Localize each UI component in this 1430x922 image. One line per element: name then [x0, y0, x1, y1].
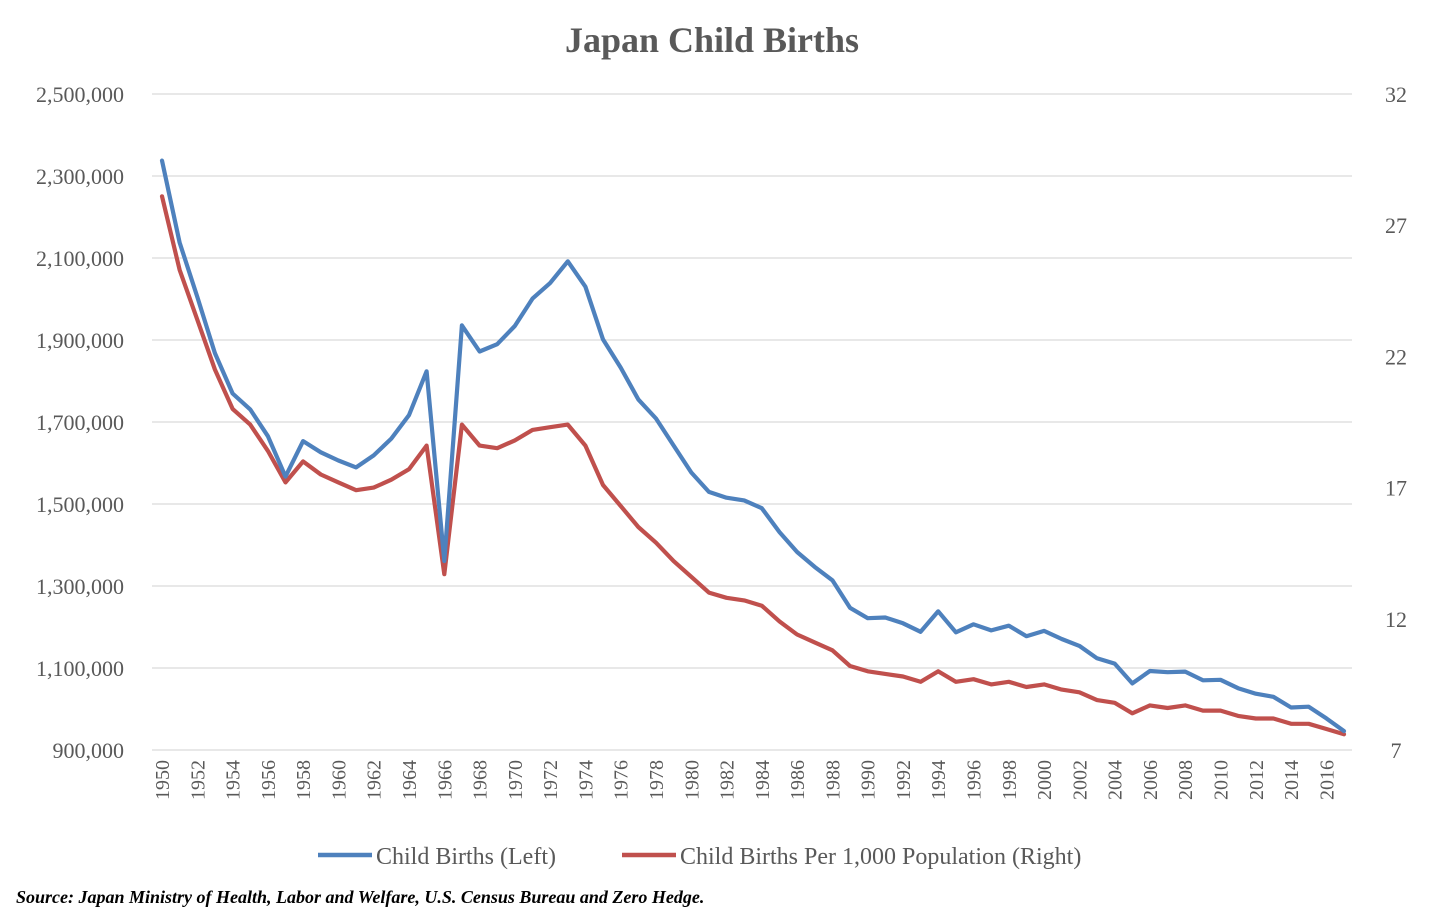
legend: Child Births (Left) Child Births Per 1,0… — [318, 844, 1081, 870]
x-axis-tick-label: 1988 — [822, 760, 844, 800]
left-axis-tick-label: 2,300,000 — [36, 164, 124, 189]
x-axis-tick-label: 1958 — [293, 760, 315, 800]
left-axis-tick-label: 1,500,000 — [36, 492, 124, 517]
x-axis-tick-label: 2010 — [1211, 760, 1233, 800]
gridlines — [152, 93, 1352, 751]
x-axis-tick-label: 1962 — [364, 760, 386, 800]
x-axis-tick-label: 2004 — [1105, 760, 1127, 800]
x-axis-tick-label: 1956 — [258, 760, 280, 800]
x-axis-tick-label: 1974 — [575, 760, 597, 800]
x-axis-tick-label: 1978 — [646, 760, 668, 800]
left-axis-tick-label: 1,700,000 — [36, 410, 124, 435]
right-axis-tick-label: 32 — [1385, 82, 1407, 107]
x-axis-tick-label: 1950 — [152, 760, 174, 800]
left-axis-ticks: 900,000 1,100,000 1,300,000 1,500,000 1,700,… — [36, 82, 124, 763]
legend-label-births-per-1000: Child Births Per 1,000 Population (Right… — [680, 844, 1081, 870]
x-axis-tick-label: 2000 — [1034, 760, 1056, 800]
x-axis-tick-label: 1990 — [858, 760, 880, 800]
legend-label-child-births: Child Births (Left) — [376, 844, 556, 870]
x-axis-tick-label: 1982 — [717, 760, 739, 800]
x-axis-tick-label: 1994 — [928, 760, 950, 800]
x-axis-tick-label: 2014 — [1281, 760, 1303, 800]
series-line-births-per-1000 — [159, 194, 1347, 737]
x-axis-tick-label: 1998 — [999, 760, 1021, 800]
x-axis-tick-label: 1964 — [399, 760, 421, 800]
left-axis-tick-label: 2,500,000 — [36, 82, 124, 107]
right-axis-tick-label: 12 — [1385, 607, 1407, 632]
x-axis-tick-label: 1968 — [470, 760, 492, 800]
x-axis-tick-label: 1986 — [787, 760, 809, 800]
left-axis-tick-label: 2,100,000 — [36, 246, 124, 271]
x-axis-tick-label: 2006 — [1140, 760, 1162, 800]
right-axis-tick-label: 7 — [1391, 738, 1402, 763]
right-axis-tick-label: 27 — [1385, 213, 1407, 238]
right-axis-tick-label: 22 — [1385, 344, 1407, 369]
left-axis-tick-label: 1,900,000 — [36, 328, 124, 353]
x-axis-tick-label: 1970 — [505, 760, 527, 800]
x-axis-tick-label: 2002 — [1069, 760, 1091, 800]
chart-title: Japan Child Births — [565, 20, 859, 60]
x-axis-tick-label: 2016 — [1316, 760, 1338, 800]
x-axis-ticks: 1950 1952 1954 1956 1958 1960 1962 1964 1966 1968… — [152, 760, 1338, 800]
left-axis-tick-label: 1,300,000 — [36, 574, 124, 599]
right-axis-tick-label: 17 — [1385, 476, 1407, 501]
left-axis-tick-label: 900,000 — [53, 738, 125, 763]
right-axis-ticks: 7 12 17 22 27 32 — [1385, 82, 1407, 763]
left-axis-tick-label: 1,100,000 — [36, 656, 124, 681]
x-axis-tick-label: 1996 — [964, 760, 986, 800]
series-lines — [159, 158, 1347, 737]
x-axis-tick-label: 1952 — [187, 760, 209, 800]
x-axis-tick-label: 1960 — [328, 760, 350, 800]
series-line-child-births — [159, 158, 1347, 734]
x-axis-tick-label: 1976 — [611, 760, 633, 800]
x-axis-tick-label: 1954 — [223, 760, 245, 800]
x-axis-tick-label: 2008 — [1175, 760, 1197, 800]
x-axis-tick-label: 2012 — [1246, 760, 1268, 800]
x-axis-tick-label: 1992 — [893, 760, 915, 800]
x-axis-tick-label: 1980 — [681, 760, 703, 800]
x-axis-tick-label: 1966 — [434, 760, 456, 800]
source-note: Source: Japan Ministry of Health, Labor … — [16, 887, 704, 907]
x-axis-tick-label: 1984 — [752, 760, 774, 800]
x-axis-tick-label: 1972 — [540, 760, 562, 800]
